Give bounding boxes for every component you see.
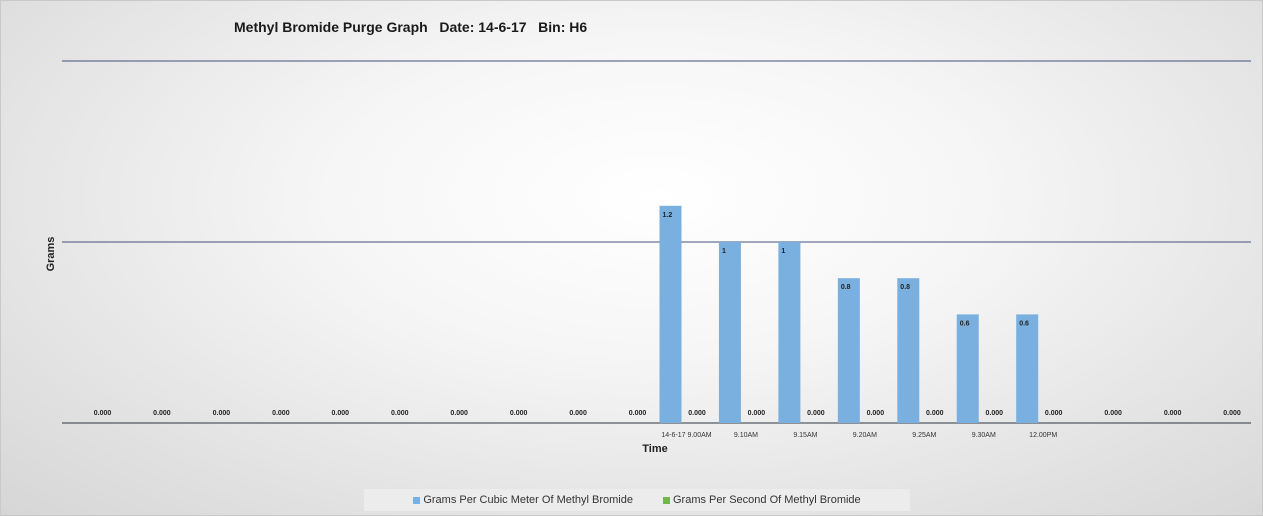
data-label-cubic-meter: 0.8 (900, 284, 910, 291)
data-label-per-second: 0.000 (688, 410, 706, 417)
x-tick-label: 12.00PM (1029, 432, 1057, 439)
data-label-per-second: 0.000 (1223, 410, 1241, 417)
data-label-cubic-meter: 1 (722, 248, 726, 255)
data-label-cubic-meter: 0.6 (960, 320, 970, 327)
x-tick-label: 9.25AM (912, 432, 936, 439)
data-label-per-second: 0.000 (867, 410, 885, 417)
legend-item-cubic-meter: Grams Per Cubic Meter Of Methyl Bromide (413, 494, 633, 506)
data-label-per-second: 0.000 (926, 410, 944, 417)
data-label-per-second: 0.000 (569, 410, 587, 417)
x-axis-label: Time (642, 443, 668, 455)
chart-title: Methyl Bromide Purge Graph Date: 14-6-17… (234, 19, 588, 35)
legend: Grams Per Cubic Meter Of Methyl Bromide … (364, 489, 910, 511)
data-label-cubic-meter: 1.2 (663, 212, 673, 219)
bar-cubic-meter (659, 205, 682, 423)
data-label-per-second: 0.000 (94, 410, 112, 417)
bar-cubic-meter (1016, 314, 1039, 423)
legend-item-per-second: Grams Per Second Of Methyl Bromide (662, 494, 861, 506)
data-label-per-second: 0.000 (748, 410, 766, 417)
x-tick-label: 9.10AM (734, 432, 758, 439)
data-label-per-second: 0.000 (272, 410, 290, 417)
bar-cubic-meter (778, 242, 801, 423)
data-label-per-second: 0.000 (332, 410, 350, 417)
data-label-per-second: 0.000 (985, 410, 1003, 417)
legend-label-cubic-meter: Grams Per Cubic Meter Of Methyl Bromide (423, 494, 633, 506)
x-tick-label: 9.30AM (972, 432, 996, 439)
data-label-per-second: 0.000 (1104, 410, 1122, 417)
data-label-per-second: 0.000 (1045, 410, 1063, 417)
data-label-per-second: 0.000 (629, 410, 647, 417)
bar-cubic-meter (897, 278, 920, 423)
x-tick-label: 14-6-17 9.00AM (661, 432, 711, 439)
legend-label-per-second: Grams Per Second Of Methyl Bromide (672, 494, 861, 506)
x-tick-label: 9.20AM (853, 432, 877, 439)
x-tick-label: 9.15AM (793, 432, 817, 439)
data-label-per-second: 0.000 (1164, 410, 1182, 417)
data-label-cubic-meter: 0.6 (1019, 320, 1029, 327)
legend-swatch-per-second (662, 496, 670, 504)
data-label-per-second: 0.000 (807, 410, 825, 417)
data-label-per-second: 0.000 (213, 410, 231, 417)
bar-cubic-meter (837, 278, 860, 423)
data-label-per-second: 0.000 (510, 410, 528, 417)
bar-cubic-meter (718, 242, 741, 423)
data-label-per-second: 0.000 (450, 410, 468, 417)
data-label-per-second: 0.000 (153, 410, 171, 417)
bar-cubic-meter (956, 314, 979, 423)
data-label-per-second: 0.000 (391, 410, 409, 417)
data-label-cubic-meter: 1 (781, 248, 785, 255)
legend-swatch-cubic-meter (413, 496, 421, 504)
data-label-cubic-meter: 0.8 (841, 284, 851, 291)
